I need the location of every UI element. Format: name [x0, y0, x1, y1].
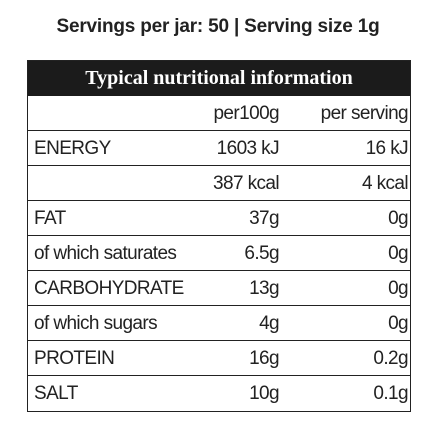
- per-100g-value: 16g: [249, 348, 280, 369]
- per-100g-value: 1603 kJ: [216, 138, 280, 159]
- nutrient-row: of which sugars 4g 0g: [28, 306, 410, 341]
- per-100g-value: 6.5g: [244, 243, 279, 264]
- per-serving-value: 0g: [388, 313, 409, 334]
- nutrient-row: PROTEIN 16g 0.2g: [28, 341, 410, 376]
- per-serving-value: 0g: [388, 208, 409, 229]
- nutrient-label: SALT: [34, 383, 78, 404]
- per-100g-value: 10g: [249, 383, 280, 404]
- servings-title: Servings per jar: 50 | Serving size 1g: [56, 16, 380, 37]
- per-serving-value: 0g: [388, 243, 409, 264]
- nutrient-row: of which saturates 6.5g 0g: [28, 236, 410, 271]
- nutrient-row: FAT 37g 0g: [28, 201, 410, 236]
- per-100g-value: 13g: [249, 278, 280, 299]
- per-100g-value: 37g: [249, 208, 280, 229]
- column-header: per serving: [320, 103, 409, 124]
- per-serving-value: 0.1g: [373, 383, 408, 404]
- per-100g-value: 387 kcal: [213, 173, 280, 194]
- nutrient-row: SALT 10g 0.1g: [28, 376, 410, 411]
- nutrient-row: CARBOHYDRATE 13g 0g: [28, 271, 410, 306]
- nutrient-row: 387 kcal 4 kcal: [28, 166, 410, 201]
- nutrient-label: of which sugars: [34, 313, 158, 334]
- nutrient-label: CARBOHYDRATE: [34, 278, 184, 299]
- nutrient-label: PROTEIN: [34, 348, 115, 369]
- per-serving-value: 0g: [388, 278, 409, 299]
- nutrient-label: FAT: [34, 208, 66, 229]
- per-serving-value: 4 kcal: [361, 173, 409, 194]
- column-header: per100g: [213, 103, 279, 124]
- per-serving-value: 0.2g: [373, 348, 408, 369]
- table-header: Typical nutritional information: [28, 61, 410, 96]
- column-header-row: per100g per serving: [28, 96, 410, 131]
- per-100g-value: 4g: [259, 313, 280, 334]
- nutrition-table: Typical nutritional information per100g …: [27, 60, 411, 412]
- nutrient-label: of which saturates: [34, 243, 177, 264]
- nutrient-row: ENERGY 1603 kJ 16 kJ: [28, 131, 410, 166]
- per-serving-value: 16 kJ: [365, 138, 409, 159]
- nutrient-label: ENERGY: [34, 138, 111, 159]
